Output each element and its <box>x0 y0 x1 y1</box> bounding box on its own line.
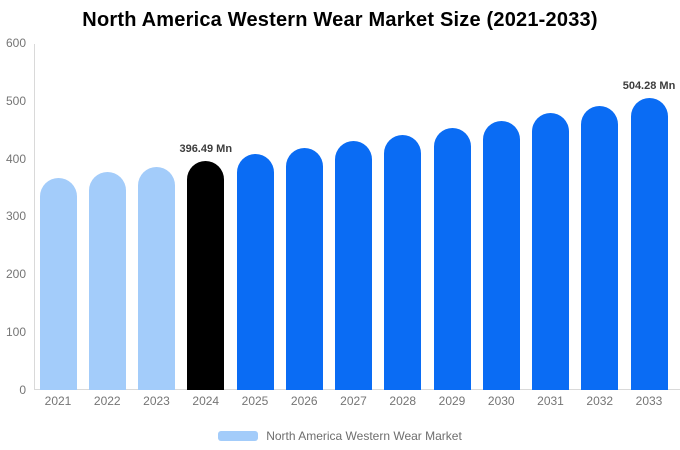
x-tick-2030: 2030 <box>487 394 515 408</box>
bar-2022[interactable] <box>88 172 126 390</box>
x-tick-2022: 2022 <box>93 394 121 408</box>
bar-2023[interactable] <box>138 166 175 390</box>
bar-2024[interactable] <box>187 160 225 390</box>
x-axis-line <box>34 389 680 390</box>
x-tick-2028: 2028 <box>389 394 417 408</box>
x-tick-2026: 2026 <box>290 394 318 408</box>
bar-2021[interactable] <box>39 178 77 390</box>
bar-2030[interactable] <box>482 120 520 390</box>
bar-2028[interactable] <box>384 134 422 390</box>
bar-2026[interactable] <box>285 147 323 390</box>
value-label-2033: 504.28 Mn <box>622 80 676 93</box>
x-tick-2029: 2029 <box>438 394 466 408</box>
x-tick-2021: 2021 <box>44 394 72 408</box>
x-tick-2024: 2024 <box>192 394 220 408</box>
y-tick-100: 100 <box>5 324 26 339</box>
legend-label: North America Western Wear Market <box>266 429 462 443</box>
bar-2025[interactable] <box>236 154 274 390</box>
x-tick-2027: 2027 <box>340 394 367 408</box>
legend-swatch <box>218 431 259 441</box>
y-tick-200: 200 <box>5 267 26 281</box>
bar-2029[interactable] <box>433 127 471 390</box>
y-axis-line <box>34 44 35 390</box>
x-tick-2025: 2025 <box>241 394 269 408</box>
y-tick-600: 600 <box>5 36 26 50</box>
y-tick-400: 400 <box>5 151 26 166</box>
bar-2031[interactable] <box>532 113 569 390</box>
value-label-2024: 396.49 Mn <box>179 142 233 155</box>
y-tick-0: 0 <box>19 382 26 397</box>
x-tick-2033: 2033 <box>635 394 663 408</box>
legend: North America Western Wear Market <box>0 428 680 444</box>
y-tick-300: 300 <box>5 209 26 224</box>
legend-item[interactable]: North America Western Wear Market <box>218 429 462 443</box>
bar-2032[interactable] <box>581 105 619 390</box>
x-tick-2032: 2032 <box>586 394 614 408</box>
bar-2033[interactable] <box>630 98 668 390</box>
y-tick-500: 500 <box>5 93 26 108</box>
bar-2027[interactable] <box>335 141 372 390</box>
x-tick-2023: 2023 <box>143 394 170 408</box>
chart-title: North America Western Wear Market Size (… <box>82 9 598 31</box>
x-tick-2031: 2031 <box>537 394 564 408</box>
